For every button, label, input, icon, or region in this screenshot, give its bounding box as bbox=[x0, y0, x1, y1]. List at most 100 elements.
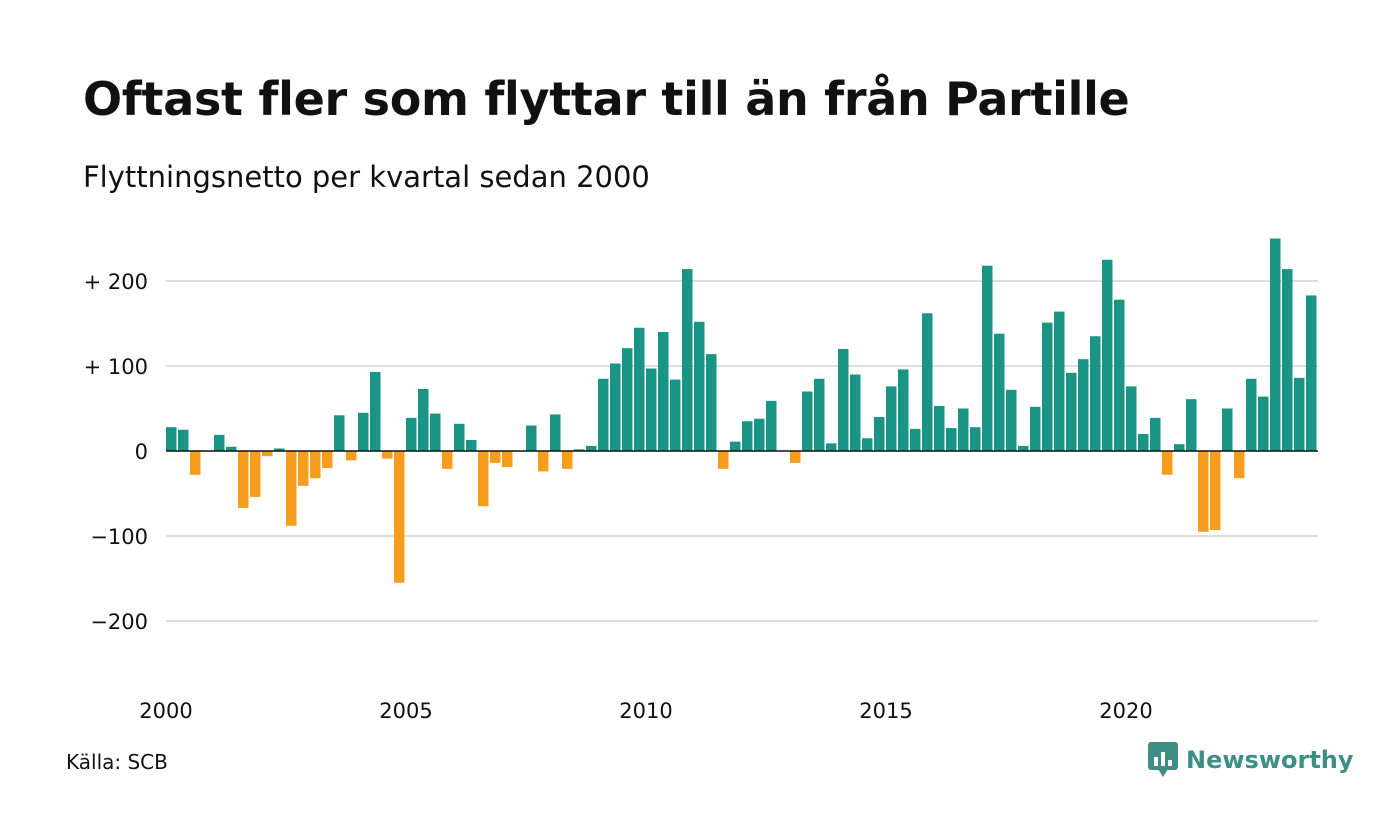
bar bbox=[850, 374, 861, 451]
bar bbox=[718, 451, 729, 469]
bar bbox=[370, 371, 381, 451]
bar bbox=[970, 427, 981, 451]
bar bbox=[1090, 336, 1101, 451]
bar bbox=[1234, 451, 1245, 479]
bar bbox=[550, 414, 561, 451]
bar bbox=[166, 427, 177, 451]
bar bbox=[178, 429, 189, 451]
bar bbox=[1222, 408, 1233, 451]
chart-title: Oftast fler som flyttar till än från Par… bbox=[83, 72, 1130, 126]
bar bbox=[346, 451, 357, 461]
bar bbox=[250, 451, 261, 497]
bar bbox=[454, 423, 465, 451]
bar bbox=[982, 265, 993, 451]
newsworthy-logo-icon bbox=[1148, 742, 1178, 777]
bar bbox=[946, 428, 957, 451]
bar bbox=[994, 333, 1005, 451]
bar bbox=[634, 327, 645, 451]
bar bbox=[838, 349, 849, 451]
bar bbox=[934, 405, 945, 451]
bar bbox=[286, 451, 297, 526]
bar bbox=[670, 379, 681, 451]
bar bbox=[586, 445, 597, 451]
source-note: Källa: SCB bbox=[66, 750, 168, 774]
bar bbox=[382, 451, 393, 459]
bar bbox=[610, 363, 621, 451]
bar bbox=[538, 451, 549, 472]
y-tick-label: + 200 bbox=[84, 270, 148, 294]
x-tick-label: 2005 bbox=[379, 699, 432, 723]
bar bbox=[1246, 378, 1257, 451]
bar bbox=[1294, 377, 1305, 451]
bar bbox=[310, 451, 321, 479]
bar bbox=[478, 451, 489, 507]
bar bbox=[1126, 386, 1137, 451]
bar bbox=[334, 415, 345, 451]
y-tick-label: −200 bbox=[90, 610, 148, 634]
bar bbox=[574, 449, 585, 451]
y-tick-label: −100 bbox=[90, 525, 148, 549]
bar bbox=[1174, 444, 1185, 451]
bar bbox=[1114, 299, 1125, 451]
brand-logo: Newsworthy bbox=[1148, 742, 1354, 778]
bar bbox=[1042, 322, 1053, 451]
bar bbox=[1198, 451, 1209, 532]
bar bbox=[1306, 295, 1317, 451]
bar bbox=[1138, 434, 1149, 451]
bar bbox=[802, 391, 813, 451]
bar bbox=[874, 417, 885, 451]
bar bbox=[1054, 311, 1065, 451]
bar bbox=[730, 441, 741, 451]
bar bbox=[214, 434, 225, 451]
x-tick-label: 2010 bbox=[619, 699, 672, 723]
bar bbox=[862, 438, 873, 451]
bar bbox=[706, 354, 717, 451]
bar bbox=[274, 448, 285, 451]
bar bbox=[1078, 359, 1089, 451]
bar bbox=[1210, 451, 1221, 531]
bar bbox=[754, 418, 765, 451]
y-tick-label: 0 bbox=[135, 440, 148, 464]
bar bbox=[238, 451, 249, 508]
bar bbox=[442, 451, 453, 469]
bar bbox=[1162, 451, 1173, 475]
bar bbox=[502, 451, 513, 468]
bar bbox=[430, 413, 441, 451]
bar bbox=[1150, 417, 1161, 451]
bar bbox=[466, 439, 477, 451]
bar bbox=[922, 313, 933, 451]
bar bbox=[406, 417, 417, 451]
x-tick-label: 2015 bbox=[859, 699, 912, 723]
bar bbox=[826, 443, 837, 451]
bar bbox=[694, 321, 705, 451]
x-axis-labels: 2000 2005 2010 2015 2020 bbox=[139, 699, 1152, 723]
bar bbox=[562, 451, 573, 469]
x-tick-label: 2020 bbox=[1099, 699, 1152, 723]
bar bbox=[1030, 406, 1041, 451]
bar bbox=[766, 400, 777, 451]
y-tick-label: + 100 bbox=[84, 355, 148, 379]
bar bbox=[790, 451, 801, 463]
bar bbox=[646, 368, 657, 451]
bar bbox=[226, 446, 237, 451]
bar bbox=[598, 378, 609, 451]
bar bbox=[682, 269, 693, 451]
bar bbox=[886, 386, 897, 451]
chart-subtitle: Flyttningsnetto per kvartal sedan 2000 bbox=[83, 160, 650, 194]
bar bbox=[418, 388, 429, 451]
bar bbox=[742, 421, 753, 451]
bar bbox=[622, 348, 633, 451]
bar bbox=[898, 369, 909, 451]
bar bbox=[490, 451, 501, 463]
brand-name: Newsworthy bbox=[1186, 746, 1354, 774]
bar bbox=[190, 451, 201, 475]
bar bbox=[958, 408, 969, 451]
bar bbox=[1270, 238, 1281, 451]
bar bbox=[358, 412, 369, 451]
bar bbox=[298, 451, 309, 486]
bar bbox=[910, 428, 921, 451]
bar bbox=[322, 451, 333, 468]
grid-lines bbox=[166, 280, 1318, 622]
bar bbox=[1186, 399, 1197, 451]
